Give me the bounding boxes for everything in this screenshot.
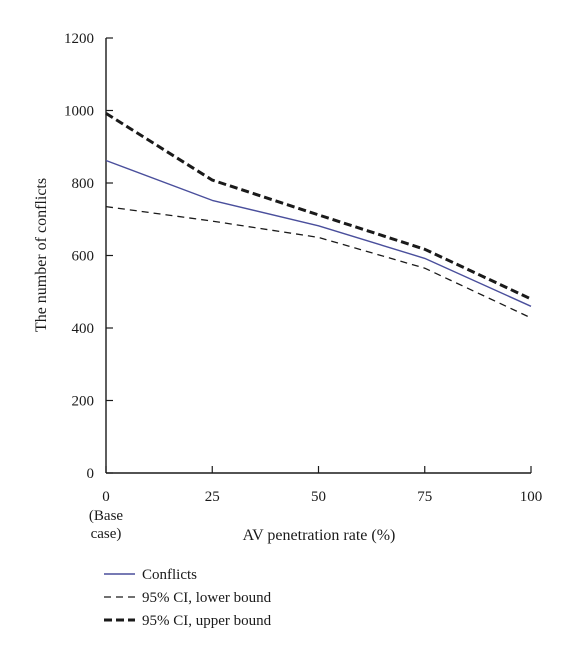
legend-label-0: Conflicts	[142, 567, 197, 583]
axes: 0 200 400 600 800 1000 1200 0 25 50 75 100 (Base case…	[64, 31, 542, 542]
y-tick-label: 200	[72, 394, 95, 410]
x-tick-label: 75	[417, 489, 432, 505]
y-axis-title: The number of conflicts	[33, 178, 50, 332]
y-tick-label: 1200	[64, 31, 94, 47]
x-tick-sublabel: (Base	[89, 508, 123, 524]
x-tick-label: 25	[205, 489, 220, 505]
x-tick-sublabel: case)	[91, 526, 122, 542]
series-line-0	[105, 159, 532, 307]
y-tick-label: 1000	[64, 104, 94, 120]
x-tick-label: 0	[102, 489, 110, 505]
x-tick-label: 50	[311, 489, 326, 505]
legend-label-2: 95% CI, upper bound	[142, 613, 272, 629]
legend-label-1: 95% CI, lower bound	[142, 590, 272, 606]
y-tick-label: 600	[72, 249, 95, 265]
series-lines	[105, 112, 532, 319]
y-tick-label: 0	[87, 466, 95, 482]
series-line-1	[105, 205, 532, 319]
x-axis-title: AV penetration rate (%)	[243, 527, 396, 544]
legend: Conflicts 95% CI, lower bound 95% CI, uppe…	[104, 567, 272, 629]
y-tick-label: 400	[72, 321, 95, 337]
x-tick-label: 100	[520, 489, 543, 505]
y-tick-label: 800	[72, 176, 95, 192]
series-line-2	[105, 112, 532, 301]
